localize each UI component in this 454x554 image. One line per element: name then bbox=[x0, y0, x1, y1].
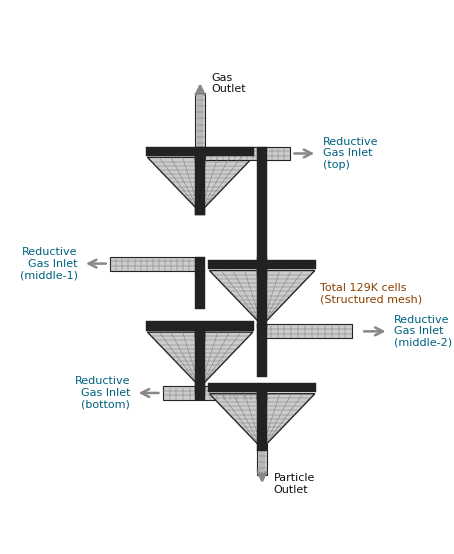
Bar bbox=[208, 383, 316, 392]
Bar bbox=[257, 257, 267, 270]
Bar bbox=[257, 386, 267, 452]
Bar bbox=[196, 325, 205, 390]
Bar bbox=[146, 147, 254, 156]
Text: Reductive
Gas Inlet
(top): Reductive Gas Inlet (top) bbox=[323, 137, 378, 170]
Bar bbox=[196, 147, 205, 161]
Text: Particle
Outlet: Particle Outlet bbox=[274, 473, 315, 495]
Polygon shape bbox=[148, 157, 253, 207]
Bar bbox=[257, 386, 267, 400]
Bar bbox=[208, 260, 316, 269]
Bar bbox=[257, 325, 352, 338]
Bar bbox=[196, 325, 205, 338]
Polygon shape bbox=[209, 394, 315, 444]
Polygon shape bbox=[148, 332, 253, 382]
Text: Reductive
Gas Inlet
(middle-1): Reductive Gas Inlet (middle-1) bbox=[20, 247, 78, 280]
Bar bbox=[257, 325, 267, 338]
Text: Reductive
Gas Inlet
(bottom): Reductive Gas Inlet (bottom) bbox=[75, 376, 130, 409]
Bar bbox=[196, 386, 205, 400]
Bar bbox=[146, 321, 254, 331]
Bar bbox=[257, 338, 267, 377]
Bar bbox=[196, 257, 205, 270]
Bar bbox=[196, 94, 205, 150]
Text: Reductive
Gas Inlet
(middle-2): Reductive Gas Inlet (middle-2) bbox=[394, 315, 452, 348]
Text: Total 129K cells
(Structured mesh): Total 129K cells (Structured mesh) bbox=[320, 283, 422, 305]
Bar bbox=[205, 147, 290, 161]
Bar bbox=[257, 263, 267, 329]
Bar bbox=[196, 270, 205, 309]
Bar bbox=[196, 207, 205, 215]
Text: Gas
Outlet: Gas Outlet bbox=[212, 73, 247, 94]
Bar bbox=[257, 161, 267, 263]
Bar bbox=[257, 147, 267, 161]
Bar bbox=[196, 382, 205, 394]
Polygon shape bbox=[209, 270, 315, 321]
Bar bbox=[257, 444, 267, 475]
Bar bbox=[110, 257, 196, 270]
Bar bbox=[163, 386, 257, 400]
Bar bbox=[196, 150, 205, 215]
